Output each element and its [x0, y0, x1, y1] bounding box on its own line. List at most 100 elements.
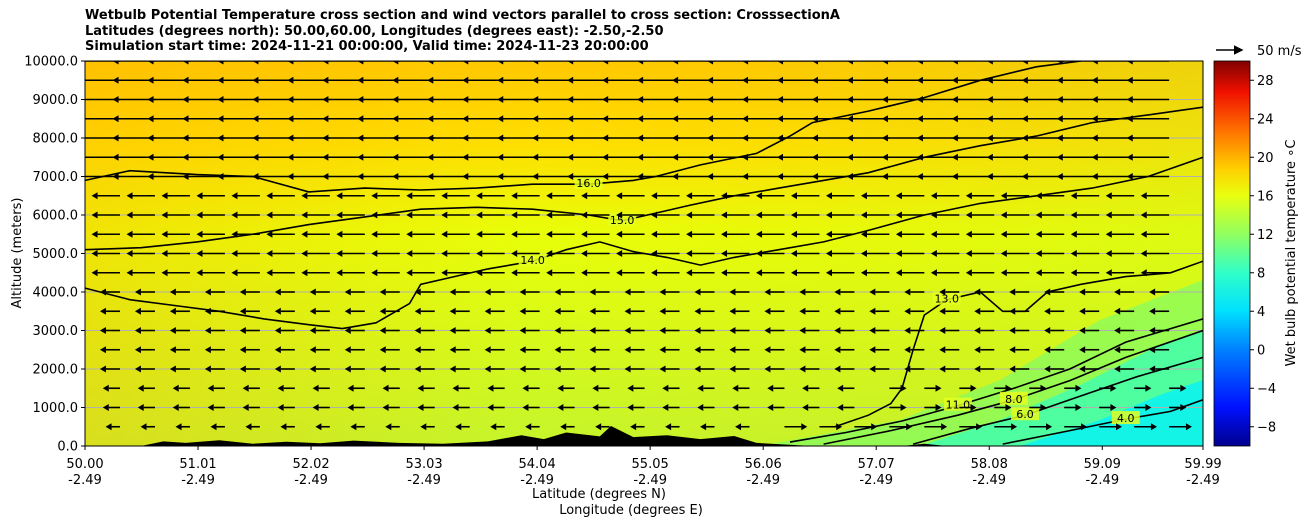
wind-vector-head	[904, 288, 911, 296]
wind-vector-head	[939, 288, 946, 296]
wind-vector-head	[217, 76, 224, 84]
wind-vector-head	[420, 423, 427, 431]
wind-vector-head	[1011, 423, 1018, 431]
wind-vector-head	[182, 134, 189, 142]
wind-vector-head	[239, 307, 246, 315]
x-tick-lon: -2.49	[859, 473, 893, 488]
wind-vector-head	[441, 192, 448, 200]
wind-vector-head	[557, 384, 564, 392]
wind-vector-head	[767, 384, 774, 392]
wind-vector-head	[1035, 269, 1042, 277]
wind-vector-head	[860, 269, 867, 277]
wind-vector-head	[567, 134, 574, 142]
wind-vector-head	[916, 61, 923, 65]
contour-label: 15.0	[610, 214, 635, 227]
wind-vector-head	[637, 173, 644, 180]
wind-vector-head	[1126, 61, 1133, 65]
wind-vector-head	[427, 173, 434, 180]
x-tick-lat: 59.09	[1084, 457, 1121, 472]
wind-vector-head	[532, 115, 539, 123]
wind-vector-head	[301, 269, 308, 277]
wind-vector-head	[126, 230, 133, 238]
wind-vector-head	[449, 346, 456, 354]
wind-vector-head	[965, 269, 972, 277]
wind-vector-head	[207, 384, 214, 392]
wind-vector-head	[344, 365, 351, 373]
wind-vector-head	[637, 115, 644, 123]
wind-vector-head	[869, 327, 876, 334]
wind-vector-head	[546, 230, 553, 238]
wind-vector-head	[1056, 153, 1063, 161]
wind-vector-head	[441, 269, 448, 277]
wind-vector-head	[497, 173, 504, 180]
wind-vector-head	[1079, 327, 1086, 334]
y-tick-label: 8000.0	[33, 132, 79, 147]
wind-vector-head	[379, 346, 386, 354]
wind-vector-head	[497, 96, 504, 103]
wind-vector-head	[825, 192, 832, 200]
colorbar-tick-label: −8	[1257, 420, 1276, 435]
wind-vector-head	[951, 61, 958, 65]
wind-vector-head	[834, 307, 841, 315]
wind-vector-head	[637, 134, 644, 142]
wind-vector-head	[1140, 250, 1147, 257]
wind-vector-head	[239, 288, 246, 296]
wind-vector-head	[1075, 404, 1082, 411]
x-tick-lon: -2.49	[407, 473, 441, 488]
wind-vector-head	[811, 153, 818, 161]
wind-vector-head	[161, 250, 168, 257]
wind-vector-head	[834, 346, 841, 354]
wind-vector-head	[441, 250, 448, 257]
x-tick-lon: -2.49	[1186, 473, 1220, 488]
wind-vector-head	[1091, 61, 1098, 65]
wind-vector-head	[126, 192, 133, 200]
wind-vector-head	[78, 77, 84, 84]
wind-vector-head	[344, 327, 351, 334]
wind-vector-head	[1035, 230, 1042, 238]
wind-vector-head	[791, 250, 798, 257]
wind-vector-head	[721, 250, 728, 257]
wind-vector-head	[1056, 76, 1063, 84]
wind-vector-head	[616, 230, 623, 238]
wind-vector-head	[427, 76, 434, 84]
wind-vector-head	[791, 192, 798, 200]
wind-vector-head	[799, 346, 806, 354]
wind-vector-head	[651, 250, 658, 257]
wind-vector-head	[554, 288, 561, 296]
wind-vector-head	[379, 307, 386, 315]
wind-vector-head	[567, 153, 574, 161]
wind-vector-head	[672, 134, 679, 142]
wind-vector-head	[1009, 327, 1016, 334]
wind-vector-head	[57, 269, 63, 276]
wind-vector-head	[112, 134, 119, 142]
wind-vector-head	[525, 423, 532, 431]
wind-vector-head	[210, 423, 217, 431]
colorbar-tick-label: 20	[1257, 151, 1274, 166]
wind-vector-head	[1105, 211, 1112, 219]
wind-vector-head	[595, 423, 602, 431]
wind-vector-head	[1105, 230, 1112, 238]
wind-vector-head	[1056, 61, 1063, 65]
wind-vector-head	[764, 327, 771, 334]
wind-vector-head	[134, 288, 141, 296]
x-tick-lat: 52.02	[292, 457, 329, 472]
wind-vector-head	[322, 61, 329, 65]
wind-vector-head	[554, 346, 561, 354]
wind-vector-head	[965, 250, 972, 257]
wind-vector-head	[567, 96, 574, 103]
wind-vector-head	[231, 269, 238, 277]
wind-vector-head	[860, 192, 867, 200]
wind-vector-head	[935, 404, 942, 411]
contour-label-bg	[608, 212, 637, 226]
wind-vector-head	[532, 153, 539, 161]
wind-vector-head	[756, 211, 763, 219]
wind-vector-head	[242, 404, 249, 411]
wind-vector-head	[567, 61, 574, 65]
wind-vector-head	[441, 230, 448, 238]
wind-vector-head	[169, 365, 176, 373]
colorbar-tick-label: 16	[1257, 189, 1274, 204]
wind-vector-head	[860, 250, 867, 257]
wind-vector-head	[462, 115, 469, 123]
wind-vector-head	[764, 307, 771, 315]
wind-vector-head	[172, 384, 179, 392]
